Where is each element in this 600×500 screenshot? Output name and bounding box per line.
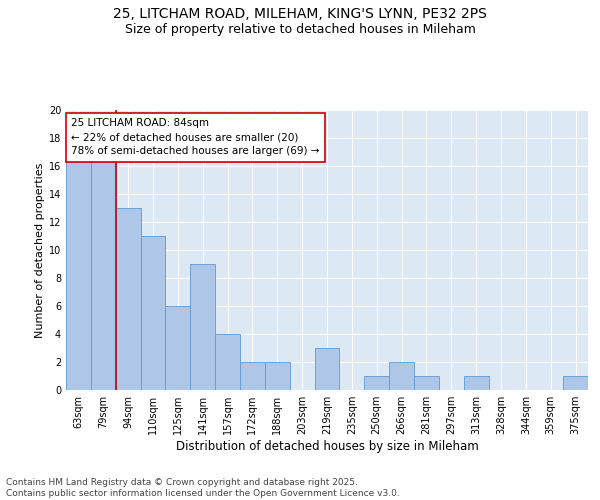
- Bar: [389, 362, 414, 390]
- Bar: [464, 376, 488, 390]
- Bar: [190, 264, 215, 390]
- Bar: [91, 152, 116, 390]
- Y-axis label: Number of detached properties: Number of detached properties: [35, 162, 44, 338]
- Text: Contains HM Land Registry data © Crown copyright and database right 2025.
Contai: Contains HM Land Registry data © Crown c…: [6, 478, 400, 498]
- Bar: [364, 376, 389, 390]
- Bar: [166, 306, 190, 390]
- Text: 25 LITCHAM ROAD: 84sqm
← 22% of detached houses are smaller (20)
78% of semi-det: 25 LITCHAM ROAD: 84sqm ← 22% of detached…: [71, 118, 320, 156]
- Bar: [66, 152, 91, 390]
- Bar: [314, 348, 340, 390]
- Bar: [215, 334, 240, 390]
- Text: 25, LITCHAM ROAD, MILEHAM, KING'S LYNN, PE32 2PS: 25, LITCHAM ROAD, MILEHAM, KING'S LYNN, …: [113, 8, 487, 22]
- X-axis label: Distribution of detached houses by size in Mileham: Distribution of detached houses by size …: [176, 440, 478, 453]
- Bar: [414, 376, 439, 390]
- Bar: [265, 362, 290, 390]
- Bar: [140, 236, 166, 390]
- Bar: [116, 208, 140, 390]
- Bar: [563, 376, 588, 390]
- Bar: [240, 362, 265, 390]
- Text: Size of property relative to detached houses in Mileham: Size of property relative to detached ho…: [125, 22, 475, 36]
